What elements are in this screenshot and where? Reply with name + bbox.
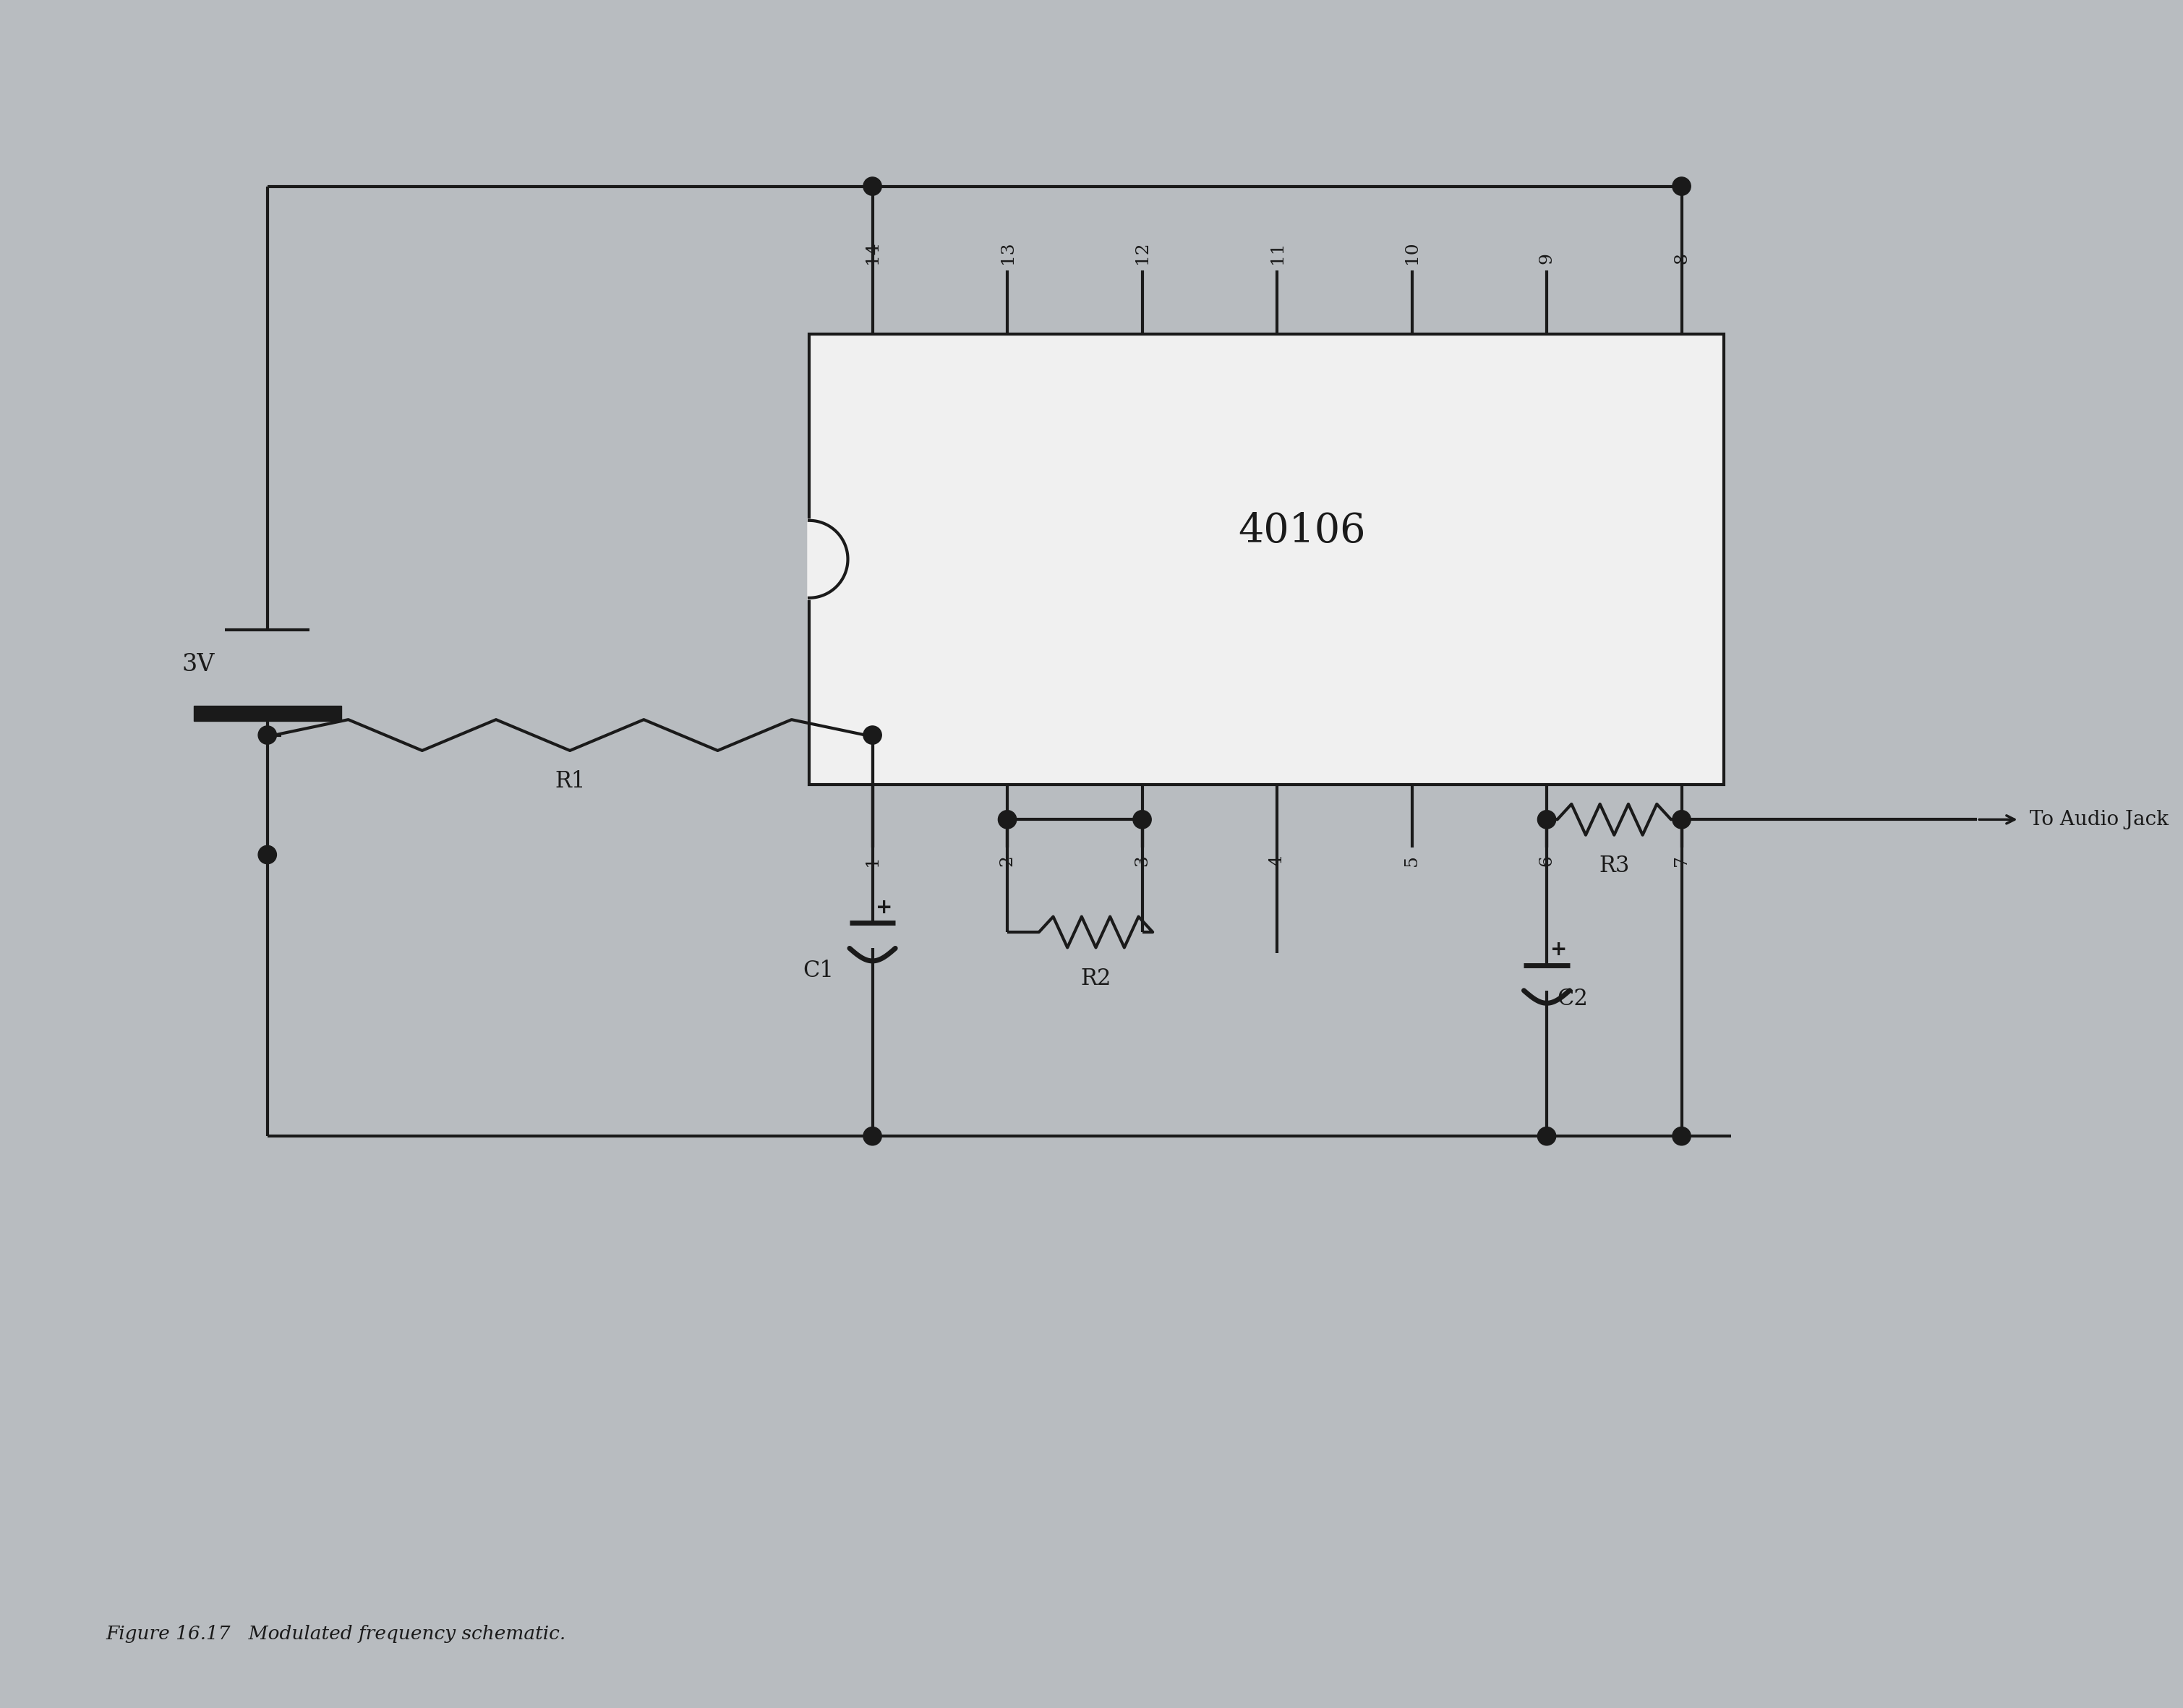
Circle shape bbox=[862, 178, 882, 195]
Circle shape bbox=[1133, 810, 1150, 828]
Text: 8: 8 bbox=[1672, 253, 1690, 263]
Text: 10: 10 bbox=[1404, 241, 1421, 263]
Text: 3: 3 bbox=[1133, 854, 1150, 866]
Circle shape bbox=[258, 726, 277, 745]
Text: 5: 5 bbox=[1404, 854, 1421, 866]
Circle shape bbox=[862, 726, 882, 745]
Circle shape bbox=[862, 1127, 882, 1146]
Circle shape bbox=[1537, 1127, 1556, 1146]
Text: 3V: 3V bbox=[181, 652, 214, 676]
Circle shape bbox=[258, 845, 277, 864]
Circle shape bbox=[1672, 178, 1690, 195]
Bar bbox=[194, 705, 341, 721]
Text: 13: 13 bbox=[1000, 241, 1015, 263]
Text: 2: 2 bbox=[1000, 854, 1015, 866]
Text: 6: 6 bbox=[1539, 854, 1554, 866]
Text: 4: 4 bbox=[1268, 854, 1286, 866]
Text: 1: 1 bbox=[864, 854, 880, 866]
Text: C1: C1 bbox=[803, 960, 834, 982]
Text: +: + bbox=[875, 897, 893, 917]
Text: 7: 7 bbox=[1672, 854, 1690, 866]
Circle shape bbox=[1672, 810, 1690, 828]
Polygon shape bbox=[810, 521, 847, 598]
Text: Figure 16.17   Modulated frequency schematic.: Figure 16.17 Modulated frequency schemat… bbox=[105, 1624, 565, 1643]
Bar bbox=[810, 335, 1725, 784]
Text: C2: C2 bbox=[1556, 987, 1589, 1009]
Text: +: + bbox=[1550, 939, 1567, 960]
Text: 12: 12 bbox=[1133, 241, 1150, 263]
Text: 11: 11 bbox=[1268, 241, 1286, 263]
Circle shape bbox=[1672, 1127, 1690, 1146]
Text: 40106: 40106 bbox=[1238, 511, 1364, 550]
Circle shape bbox=[998, 810, 1017, 828]
Circle shape bbox=[1537, 810, 1556, 828]
Text: 14: 14 bbox=[864, 241, 880, 263]
Text: To Audio Jack: To Audio Jack bbox=[2030, 810, 2168, 830]
Text: R1: R1 bbox=[554, 770, 585, 793]
Text: R3: R3 bbox=[1598, 854, 1629, 878]
Text: 9: 9 bbox=[1539, 253, 1554, 263]
Text: R2: R2 bbox=[1081, 967, 1111, 989]
